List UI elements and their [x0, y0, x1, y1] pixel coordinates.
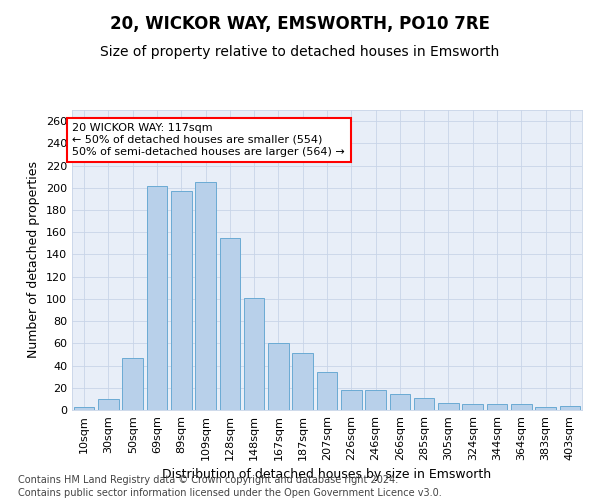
Bar [195, 182, 216, 410]
Bar [463, 404, 483, 410]
Bar [365, 390, 386, 410]
Bar [292, 354, 313, 410]
Text: 20 WICKOR WAY: 117sqm
← 50% of detached houses are smaller (554)
50% of semi-det: 20 WICKOR WAY: 117sqm ← 50% of detached … [73, 124, 345, 156]
Bar [98, 399, 119, 410]
Text: Size of property relative to detached houses in Emsworth: Size of property relative to detached ho… [100, 45, 500, 59]
Bar [487, 404, 508, 410]
Bar [414, 398, 434, 410]
Bar [535, 406, 556, 410]
Y-axis label: Number of detached properties: Number of detached properties [28, 162, 40, 358]
Bar [438, 404, 459, 410]
Bar [122, 358, 143, 410]
Bar [146, 186, 167, 410]
Text: 20, WICKOR WAY, EMSWORTH, PO10 7RE: 20, WICKOR WAY, EMSWORTH, PO10 7RE [110, 15, 490, 33]
Bar [74, 406, 94, 410]
Bar [341, 390, 362, 410]
Text: Contains HM Land Registry data © Crown copyright and database right 2024.: Contains HM Land Registry data © Crown c… [18, 475, 398, 485]
Bar [244, 298, 265, 410]
Bar [511, 404, 532, 410]
Bar [220, 238, 240, 410]
Bar [268, 344, 289, 410]
Bar [171, 191, 191, 410]
Bar [317, 372, 337, 410]
Text: Contains public sector information licensed under the Open Government Licence v3: Contains public sector information licen… [18, 488, 442, 498]
X-axis label: Distribution of detached houses by size in Emsworth: Distribution of detached houses by size … [163, 468, 491, 481]
Bar [389, 394, 410, 410]
Bar [560, 406, 580, 410]
